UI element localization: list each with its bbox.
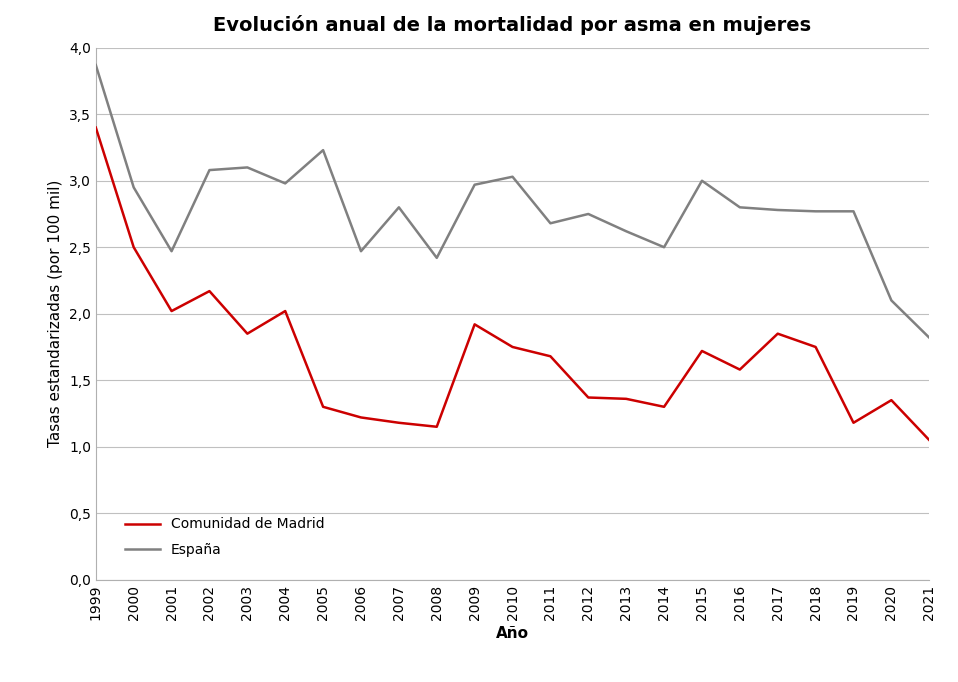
Title: Evolución anual de la mortalidad por asma en mujeres: Evolución anual de la mortalidad por asm… (214, 15, 811, 35)
Legend: Comunidad de Madrid, España: Comunidad de Madrid, España (120, 512, 330, 562)
X-axis label: Año: Año (496, 625, 529, 640)
Y-axis label: Tasas estandarizadas (por 100 mil): Tasas estandarizadas (por 100 mil) (49, 180, 63, 447)
